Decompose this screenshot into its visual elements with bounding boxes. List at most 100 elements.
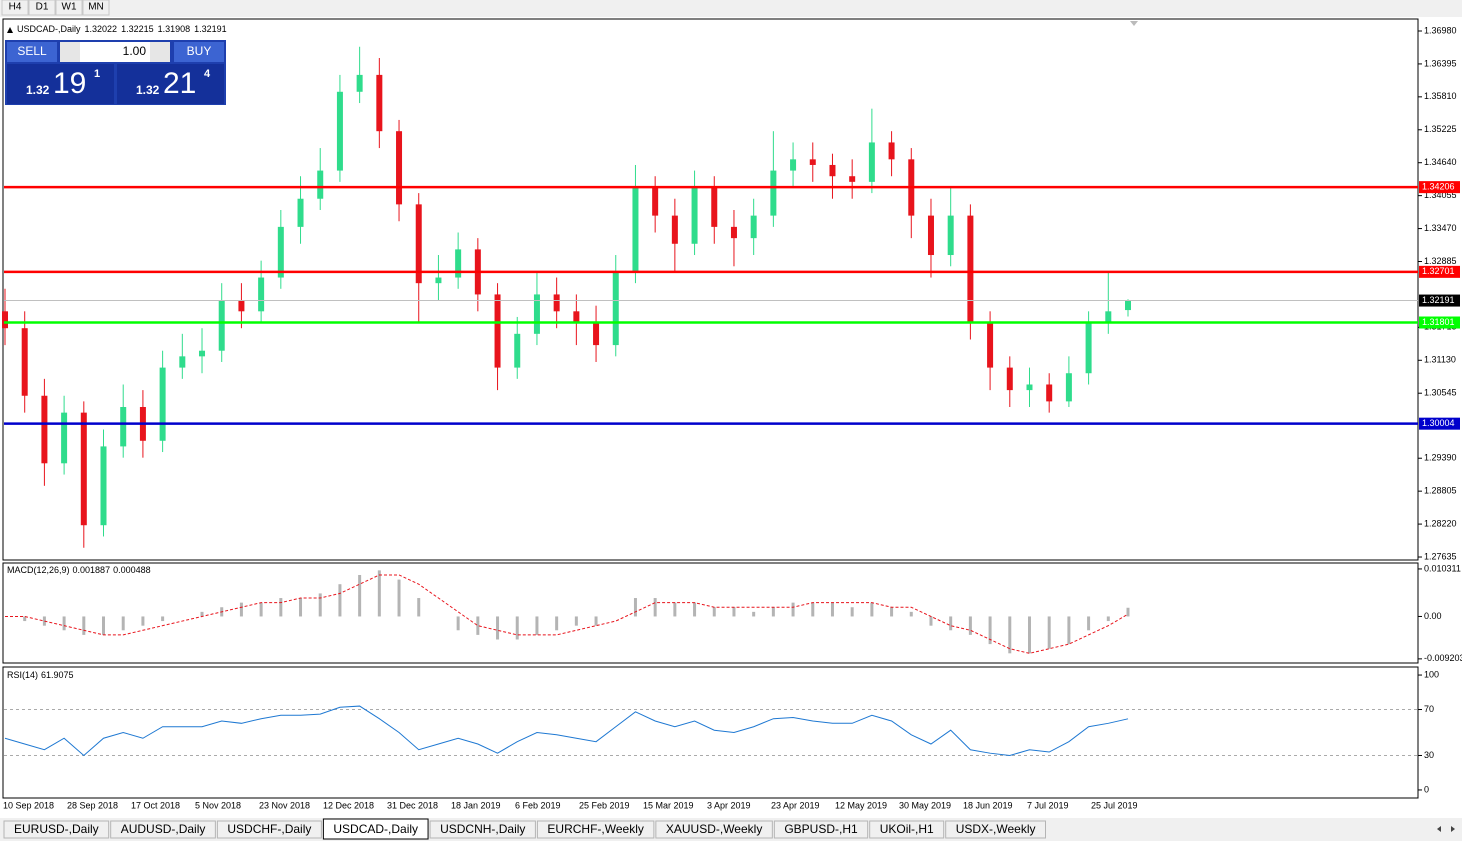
- y-tick-label: 1.32885: [1424, 256, 1457, 266]
- candle-body: [553, 294, 560, 312]
- symbol-tab[interactable]: [773, 820, 869, 839]
- symbol-tab-label[interactable]: GBPUSD-,H1: [784, 822, 858, 836]
- macd-signal: [5, 574, 1129, 654]
- candle-body: [868, 142, 875, 182]
- level-tag: [1419, 417, 1460, 430]
- timeframe-button[interactable]: [55, 0, 83, 16]
- candle-body: [455, 249, 462, 278]
- candle-body: [376, 74, 383, 132]
- symbol-tab[interactable]: [945, 820, 1046, 839]
- tab-scroll-left[interactable]: [1437, 826, 1441, 832]
- level-tag-label: 1.30004: [1422, 418, 1455, 428]
- chart-header: USDCAD-,Daily 1.32022 1.32215 1.31908 1.3219…: [17, 24, 227, 34]
- candle-body: [317, 170, 324, 199]
- timeframe-label[interactable]: H4: [9, 2, 22, 13]
- candle-body: [297, 198, 304, 227]
- bid-point: 1: [94, 68, 100, 80]
- x-tick-label: 23 Nov 2018: [259, 800, 310, 810]
- rsi-value: 61.9075: [41, 670, 74, 680]
- candle-body: [80, 412, 87, 526]
- candle-body: [849, 176, 856, 182]
- bid-box[interactable]: [7, 64, 114, 104]
- candle-body: [632, 187, 639, 272]
- candle-body: [258, 277, 265, 312]
- x-tick-label: 31 Dec 2018: [387, 800, 438, 810]
- candle-body: [494, 294, 501, 368]
- timeframe-button[interactable]: [28, 0, 56, 16]
- ask-point: 4: [204, 68, 211, 80]
- candle-body: [770, 170, 777, 216]
- x-tick-label: 6 Feb 2019: [515, 800, 561, 810]
- tab-scroll-right[interactable]: [1451, 826, 1455, 832]
- symbol-tab[interactable]: [869, 820, 945, 839]
- candle-body: [1125, 300, 1131, 311]
- symbol-tab[interactable]: [429, 820, 536, 839]
- y-tick-label: 1.36395: [1424, 58, 1457, 68]
- y-tick-label: 1.35810: [1424, 91, 1457, 101]
- lot-value[interactable]: 1.00: [123, 44, 147, 58]
- candle-body: [652, 187, 659, 216]
- rsi-tick-label: 0: [1424, 784, 1429, 794]
- timeframe-label[interactable]: W1: [62, 2, 77, 13]
- symbol: USDCAD-,Daily: [17, 24, 81, 34]
- y-tick-label: 1.31130: [1424, 355, 1456, 365]
- symbol-tab-label[interactable]: XAUUSD-,Weekly: [666, 822, 762, 836]
- symbol-tab[interactable]: [655, 820, 773, 839]
- buy-label[interactable]: BUY: [187, 44, 212, 58]
- buy-button[interactable]: [174, 42, 224, 62]
- sell-button[interactable]: [7, 42, 57, 62]
- x-tick-label: 15 Mar 2019: [643, 800, 694, 810]
- timeframe-label[interactable]: D1: [36, 2, 49, 13]
- candle-body: [61, 412, 68, 464]
- lot-down[interactable]: [60, 42, 80, 62]
- candle-body: [1026, 384, 1033, 391]
- rsi-tick-label: 100: [1424, 669, 1439, 679]
- rsi-line: [4, 705, 1129, 757]
- lot-up[interactable]: [150, 42, 170, 62]
- symbol-tab-label[interactable]: EURCHF-,Weekly: [547, 822, 643, 836]
- level-tag-label: 1.31801: [1422, 317, 1455, 327]
- candle-body: [1065, 373, 1072, 402]
- symbol-tab[interactable]: [3, 820, 110, 839]
- symbol-tab-label[interactable]: USDCNH-,Daily: [440, 822, 525, 836]
- candle-body: [415, 204, 422, 284]
- candle-body: [277, 226, 284, 278]
- candle-body: [612, 271, 619, 346]
- candle-body: [396, 131, 403, 205]
- timeframe-label[interactable]: MN: [88, 2, 104, 13]
- timeframe-button[interactable]: [82, 0, 110, 16]
- symbol-tab[interactable]: [536, 820, 655, 839]
- symbol-tab-label[interactable]: USDX-,Weekly: [956, 822, 1036, 836]
- y-tick-label: 1.27635: [1424, 551, 1457, 561]
- sell-label[interactable]: SELL: [17, 44, 47, 58]
- price-tag: [1419, 294, 1460, 307]
- candle-body: [888, 142, 895, 160]
- symbol-tab[interactable]: [322, 818, 429, 840]
- x-tick-label: 25 Feb 2019: [579, 800, 630, 810]
- collapse-icon: [7, 27, 13, 33]
- rsi-panel: [2, 666, 1419, 799]
- candle-body: [750, 215, 757, 239]
- level-tag: [1419, 265, 1460, 278]
- symbol-tab-label[interactable]: AUDUSD-,Daily: [121, 822, 206, 836]
- symbol-tab[interactable]: [110, 820, 216, 839]
- symbol-tab-label[interactable]: USDCHF-,Daily: [227, 822, 311, 836]
- candle-body: [1085, 322, 1092, 374]
- symbol-tab[interactable]: [216, 820, 322, 839]
- x-tick-label: 5 Nov 2018: [195, 800, 241, 810]
- lot-input[interactable]: [80, 42, 150, 62]
- rsi-tick-label: 70: [1424, 704, 1434, 714]
- macd-tick-label: 0.00: [1424, 611, 1442, 621]
- symbol-tab-label[interactable]: UKOil-,H1: [880, 822, 934, 836]
- toolbar: [0, 0, 1462, 17]
- y-tick-label: 1.35225: [1424, 124, 1457, 134]
- symbol-tab-label[interactable]: USDCAD-,Daily: [333, 822, 418, 836]
- ask-box[interactable]: [117, 64, 224, 104]
- x-tick-label: 3 Apr 2019: [707, 800, 751, 810]
- bid-pips: 19: [53, 67, 86, 100]
- timeframe-button[interactable]: [1, 0, 29, 16]
- candle-body: [218, 300, 225, 351]
- rsi-header: RSI(14) 61.9075: [7, 670, 74, 680]
- symbol-tab-label[interactable]: EURUSD-,Daily: [14, 822, 99, 836]
